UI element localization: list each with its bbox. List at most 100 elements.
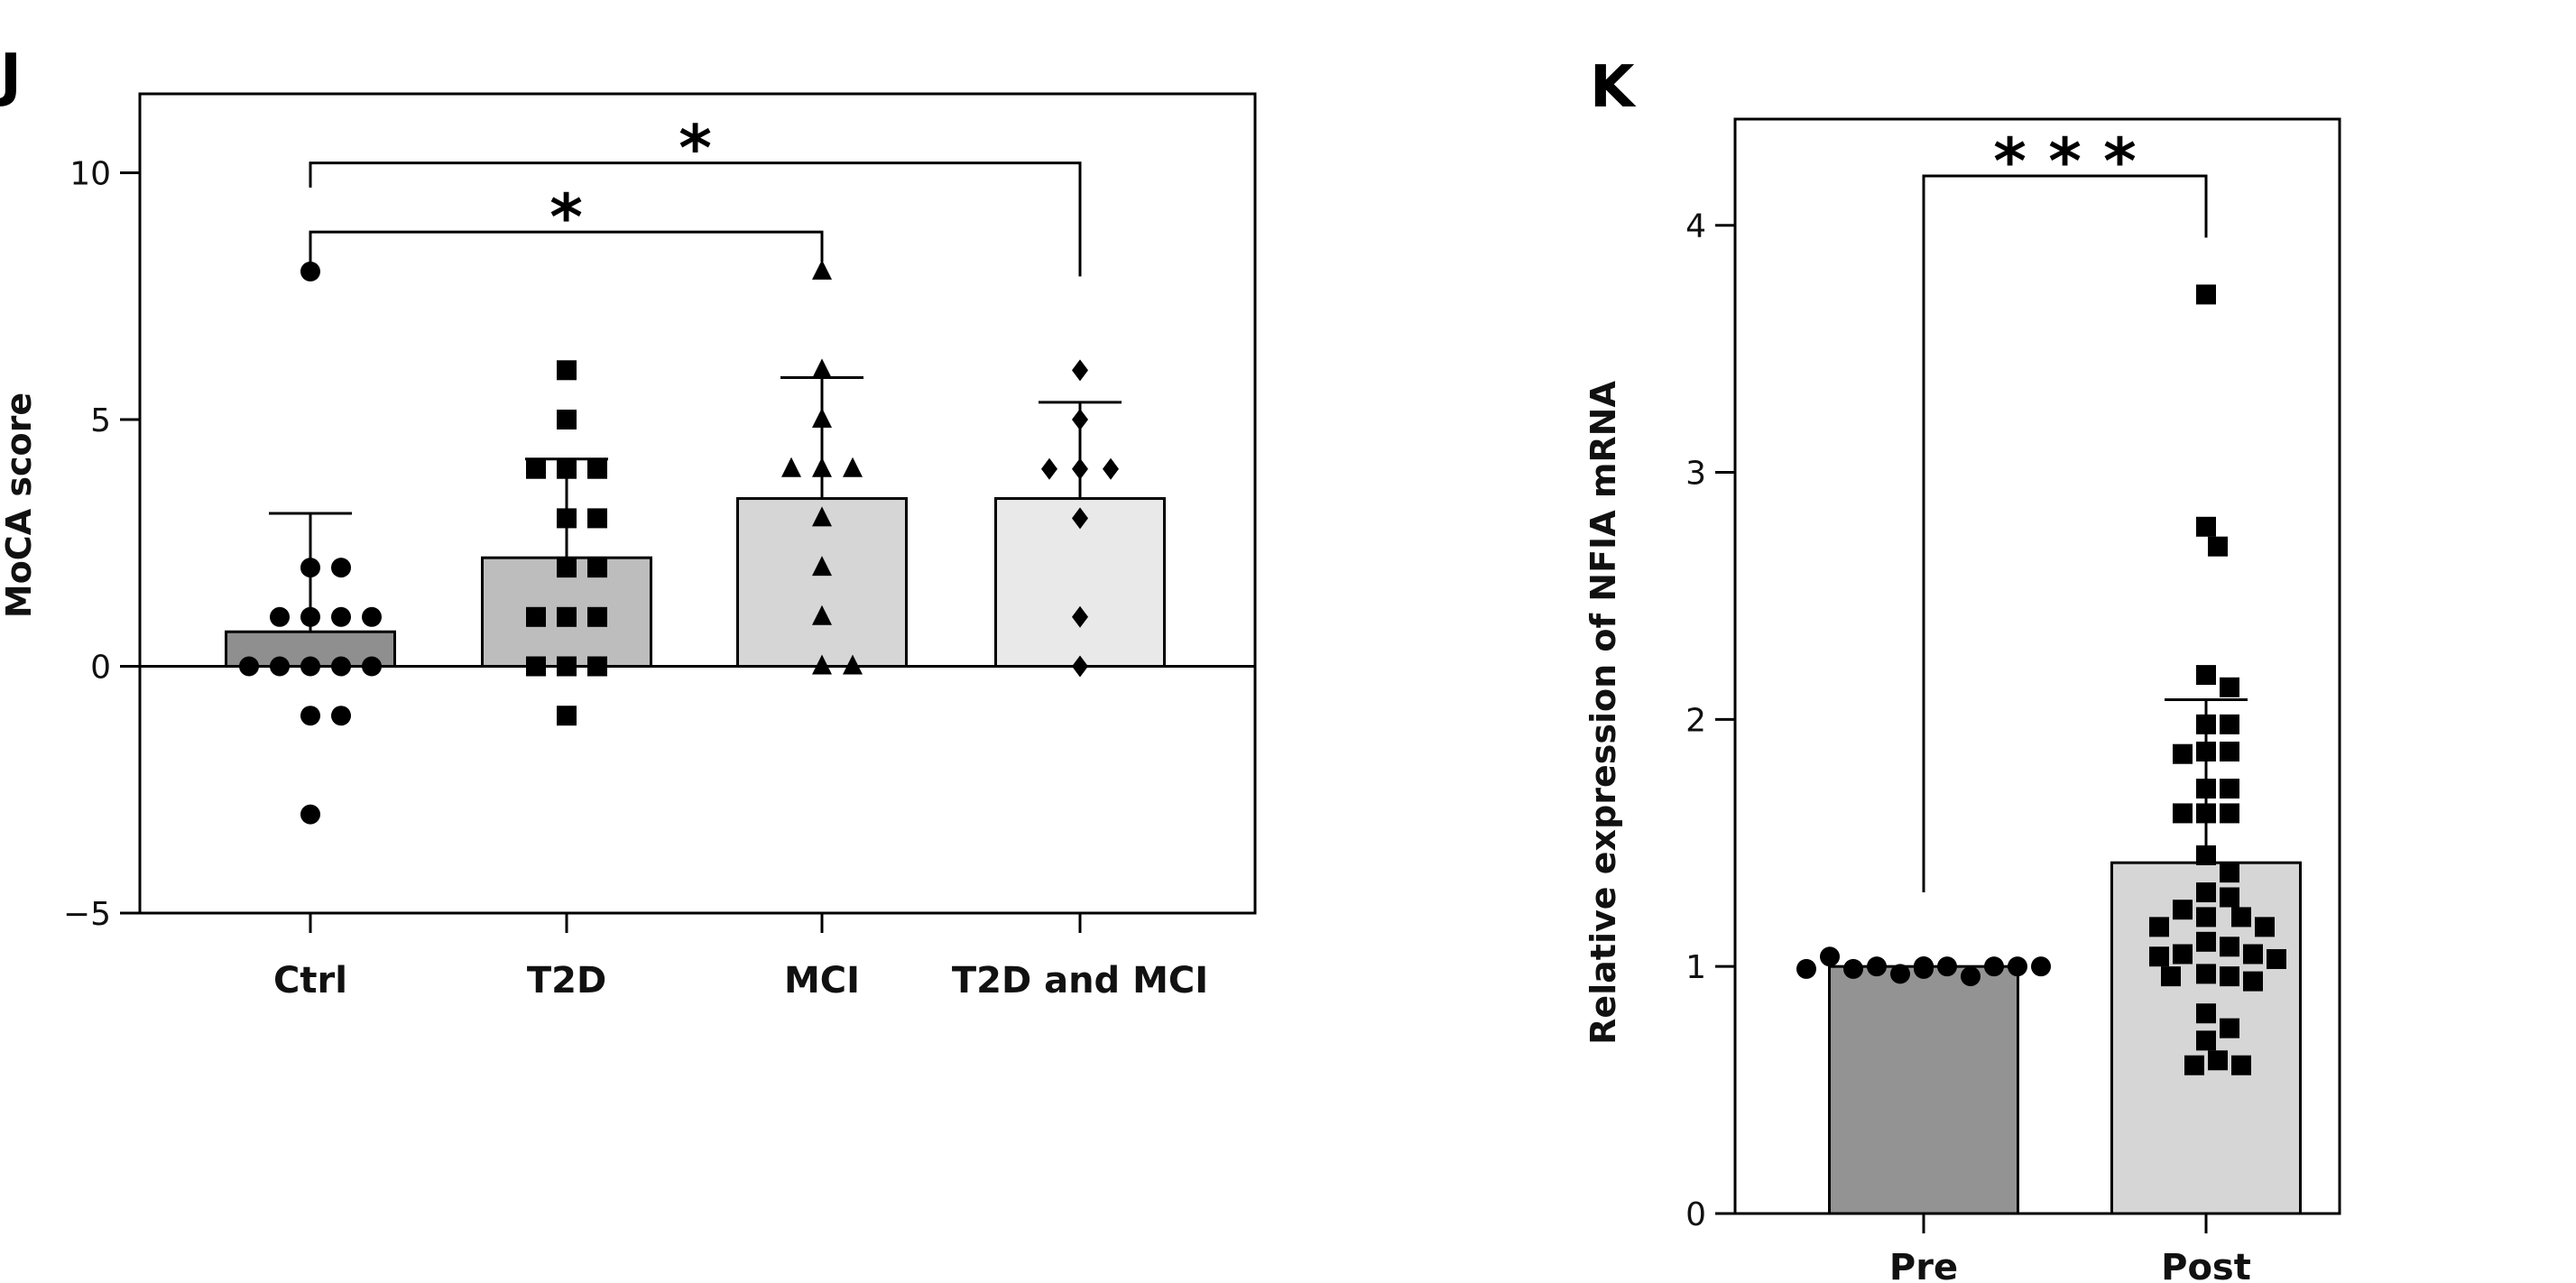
x-tick-label: Pre xyxy=(1889,1247,1958,1283)
data-point-square xyxy=(2243,944,2263,965)
data-point-circle xyxy=(300,606,320,627)
panel-label-j: J xyxy=(0,42,22,109)
data-point-square xyxy=(2149,917,2169,937)
panel-label-k: K xyxy=(1590,54,1637,121)
y-tick-label: 0 xyxy=(1685,1196,1706,1233)
x-tick-label: MCI xyxy=(784,960,860,1001)
significance-label: * xyxy=(679,112,712,186)
bar-mci xyxy=(736,497,908,669)
data-point-square xyxy=(2196,845,2216,865)
data-point-square xyxy=(2208,1050,2228,1071)
data-point-square xyxy=(2196,882,2216,903)
data-point-square xyxy=(587,606,607,627)
data-point-circle xyxy=(300,706,320,726)
data-point-circle xyxy=(2031,956,2051,977)
data-point-diamond xyxy=(1072,457,1088,480)
data-point-circle xyxy=(1820,946,1840,967)
data-point-square xyxy=(557,458,577,479)
data-point-square xyxy=(526,606,546,627)
data-point-square xyxy=(2196,964,2216,984)
data-point-square xyxy=(526,656,546,677)
data-point-circle xyxy=(1796,958,1816,979)
data-point-triangle xyxy=(812,457,832,477)
data-point-square xyxy=(2220,966,2239,987)
data-point-square xyxy=(2149,946,2169,967)
significance-bracket xyxy=(309,162,1082,277)
data-point-square xyxy=(2220,741,2239,761)
panel-k-nfia-chart: K Relative expression of NFIA mRNA 0 1 2 3 4… xyxy=(1583,54,2341,1283)
data-point-circle xyxy=(331,606,351,627)
data-point-square xyxy=(557,558,577,578)
data-point-diamond xyxy=(1041,457,1057,480)
y-axis-label: Relative expression of NFIA mRNA xyxy=(1583,381,1623,1045)
x-tick-label: Post xyxy=(2161,1247,2251,1283)
y-tick-label: 5 xyxy=(90,402,111,439)
data-point-square xyxy=(2267,948,2286,969)
data-point-square xyxy=(2196,665,2216,686)
bar-pre xyxy=(1828,965,2019,1215)
data-point-square xyxy=(2220,677,2239,697)
data-point-square xyxy=(2196,907,2216,928)
data-point-square xyxy=(2220,1018,2239,1038)
data-point-square xyxy=(2196,779,2216,799)
y-tick-label: 1 xyxy=(1685,949,1706,986)
y-tick-label: 2 xyxy=(1685,702,1706,739)
data-point-square xyxy=(557,508,577,529)
data-point-circle xyxy=(239,656,259,677)
data-point-square xyxy=(2231,1055,2251,1075)
data-point-triangle xyxy=(812,605,832,625)
data-point-square xyxy=(2220,779,2239,799)
data-point-square xyxy=(2255,917,2275,937)
data-point-square xyxy=(2231,907,2251,928)
data-point-triangle xyxy=(812,506,832,527)
data-point-square xyxy=(2173,944,2193,965)
data-point-square xyxy=(587,508,607,529)
data-point-diamond xyxy=(1072,507,1088,530)
data-point-square xyxy=(2220,714,2239,734)
data-point-square xyxy=(2208,536,2228,557)
data-point-square xyxy=(557,360,577,381)
data-point-triangle xyxy=(812,654,832,675)
y-tick-label: −5 xyxy=(63,896,111,933)
data-point-diamond xyxy=(1072,605,1088,628)
data-point-square xyxy=(2220,937,2239,957)
data-point-square xyxy=(2196,741,2216,761)
data-point-square xyxy=(587,656,607,677)
data-point-diamond xyxy=(1103,457,1119,480)
data-point-circle xyxy=(362,656,382,677)
significance-bracket xyxy=(309,230,824,262)
data-point-square xyxy=(587,558,607,578)
data-point-circle xyxy=(300,558,320,578)
data-point-diamond xyxy=(1072,655,1088,678)
data-point-diamond xyxy=(1072,359,1088,382)
y-axis-label: MoCA score xyxy=(0,392,39,618)
data-point-square xyxy=(2196,931,2216,952)
data-point-square xyxy=(2196,803,2216,824)
data-point-square xyxy=(2196,1003,2216,1024)
data-point-circle xyxy=(1961,966,1980,987)
y-tick-label: 0 xyxy=(90,650,111,687)
significance-label: * xyxy=(549,180,583,254)
data-point-triangle xyxy=(843,654,863,675)
data-point-triangle xyxy=(812,358,832,379)
data-point-square xyxy=(557,410,577,430)
data-point-circle xyxy=(1890,964,1910,984)
data-point-triangle xyxy=(812,259,832,280)
data-point-circle xyxy=(1914,956,1934,977)
y-tick-label: 3 xyxy=(1685,456,1706,493)
data-point-circle xyxy=(300,656,320,677)
data-point-square xyxy=(2173,803,2193,824)
data-point-diamond xyxy=(1072,409,1088,431)
data-point-square xyxy=(526,458,546,479)
x-tick-label: Ctrl xyxy=(273,960,347,1001)
y-tick-label: 10 xyxy=(69,156,111,193)
plot-frame xyxy=(1733,117,2341,1215)
data-point-circle xyxy=(300,261,320,282)
data-point-triangle xyxy=(781,457,801,477)
data-point-circle xyxy=(300,804,320,825)
data-point-square xyxy=(2196,1030,2216,1051)
data-point-circle xyxy=(1937,956,1957,977)
data-point-square xyxy=(2196,714,2216,734)
data-point-circle xyxy=(331,706,351,726)
data-point-square xyxy=(2196,284,2216,305)
